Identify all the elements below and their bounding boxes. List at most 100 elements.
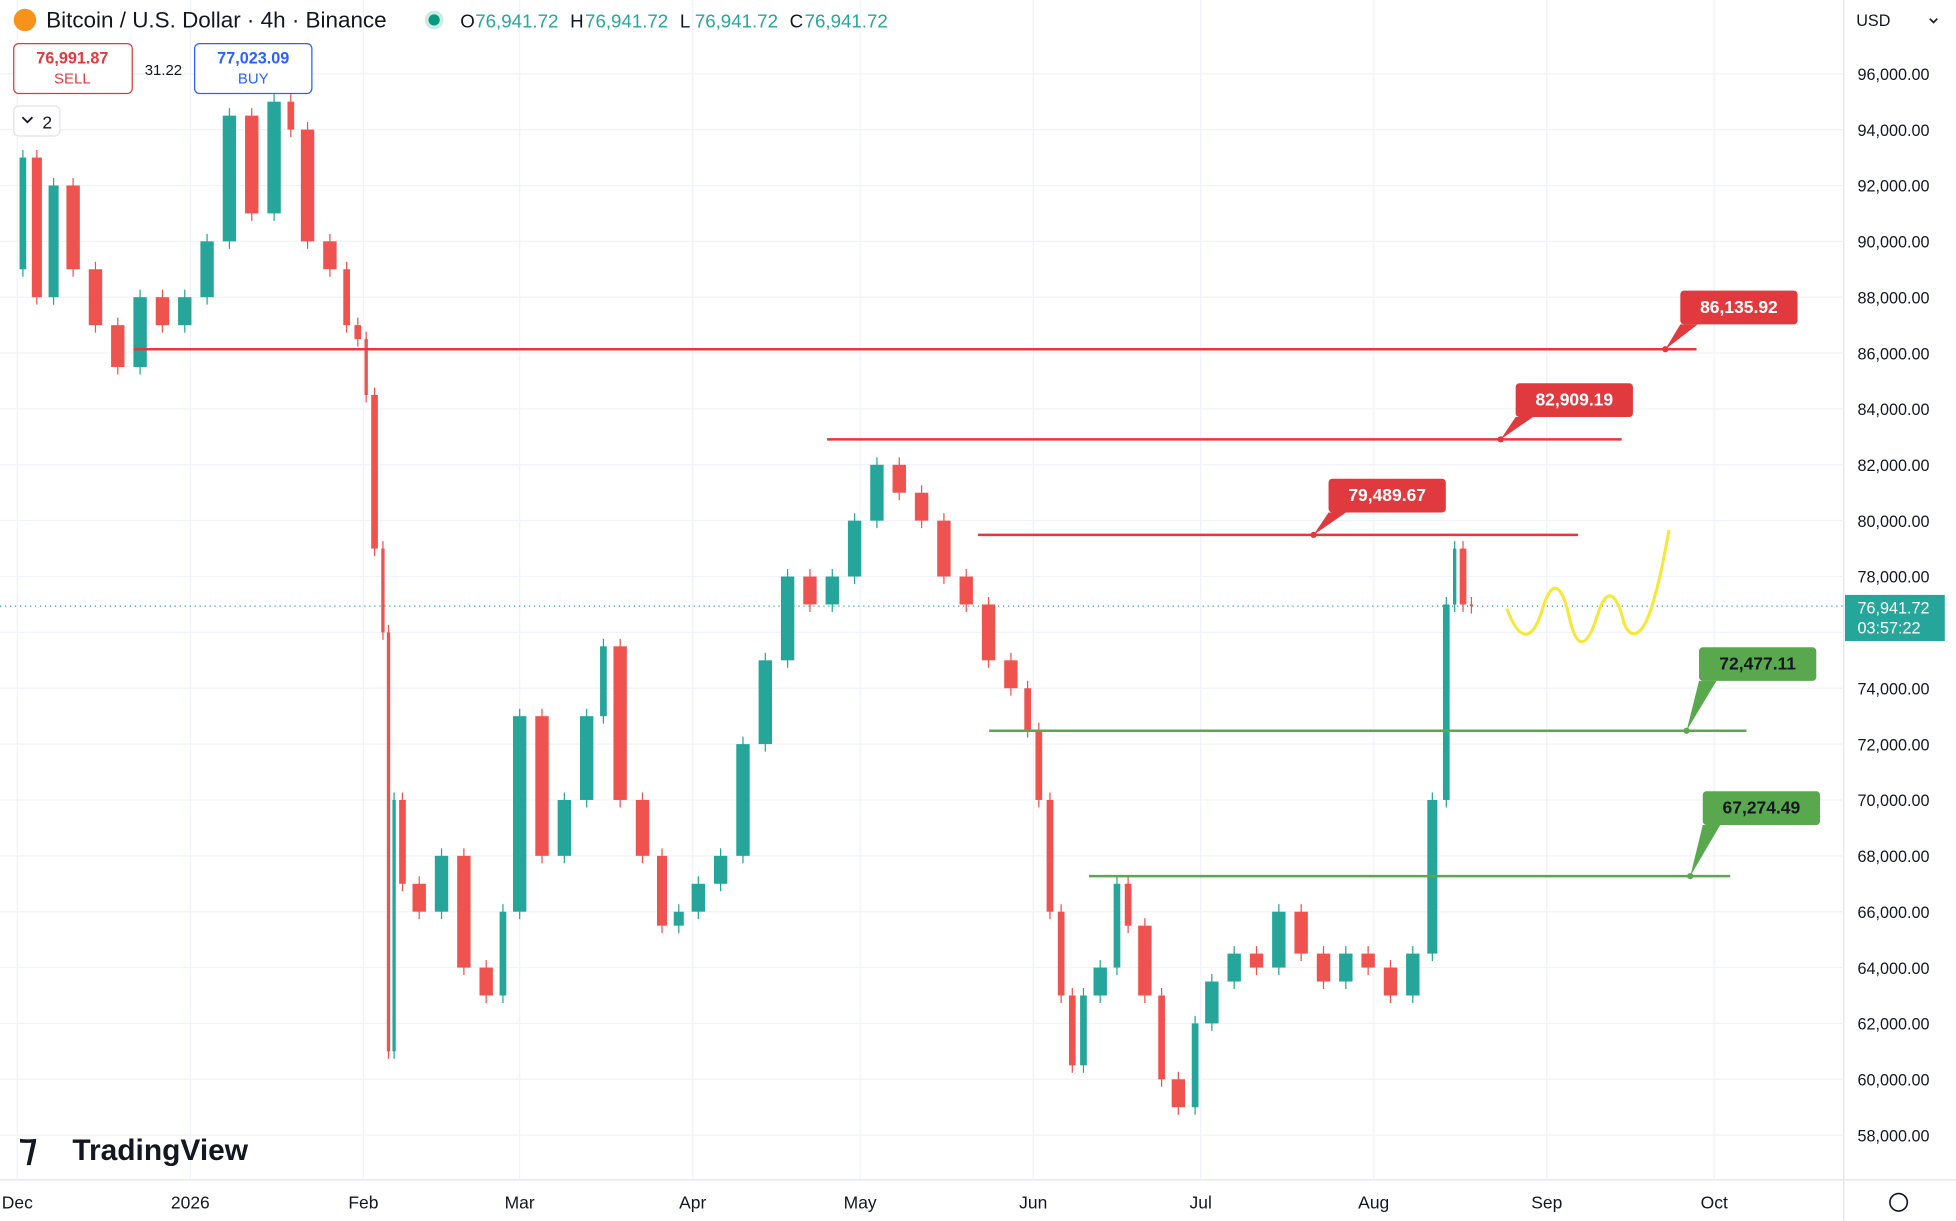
x-tick-label: Oct — [1701, 1193, 1728, 1213]
ohlc-value: 76,941.72 — [805, 10, 888, 31]
candle-body — [937, 520, 951, 577]
y-tick-label: 94,000.00 — [1857, 122, 1929, 140]
candle-body — [1035, 730, 1043, 800]
candle-body — [88, 269, 103, 326]
level-anchor — [1662, 346, 1669, 353]
candle-body — [267, 101, 281, 214]
sell-button[interactable] — [13, 43, 133, 95]
candle-body — [392, 799, 396, 1052]
candle-body — [155, 297, 170, 326]
level-label: 82,909.19 — [1535, 390, 1613, 410]
buy-button[interactable] — [193, 43, 313, 95]
level-anchor — [1683, 727, 1690, 734]
callout-pointer — [1500, 416, 1534, 440]
y-tick-label: 84,000.00 — [1857, 401, 1929, 419]
btc-icon — [13, 8, 37, 32]
level-anchor — [1497, 436, 1504, 443]
candle-body — [1113, 883, 1121, 968]
y-tick-label: 86,000.00 — [1857, 345, 1929, 363]
ohlc-key: H — [570, 10, 584, 31]
y-tick-label: 72,000.00 — [1857, 736, 1929, 754]
symbol: Bitcoin / U.S. Dollar · 4h · Binance — [46, 7, 386, 32]
x-tick-label: 2026 — [171, 1193, 210, 1213]
candle-body — [354, 325, 362, 340]
callout-pointer — [1665, 324, 1698, 350]
market-status — [424, 10, 444, 30]
x-tick-label: Aug — [1358, 1193, 1389, 1213]
candle-body — [457, 855, 471, 968]
candle-body — [557, 799, 572, 856]
ohlc: O 76,941.72 H 76,941.72 L 76,941.72 C 76,941.72 — [460, 10, 887, 31]
candle-body — [300, 129, 315, 242]
candle-body — [1452, 548, 1457, 605]
currency-select[interactable] — [1848, 4, 1949, 38]
projection-scribble — [1505, 529, 1671, 644]
candle-body — [673, 911, 684, 926]
candle-body — [635, 799, 650, 856]
candle-body — [323, 241, 337, 270]
candle-body — [343, 269, 350, 326]
candle-body — [1272, 911, 1286, 968]
callout-pointer — [1690, 824, 1721, 877]
candle-body — [656, 855, 668, 926]
candle-body — [803, 576, 817, 605]
candle-body — [133, 297, 147, 368]
candle-body — [222, 115, 237, 242]
level-label-box — [1702, 791, 1821, 825]
y-tick-label: 70,000.00 — [1857, 792, 1929, 810]
candle-body — [1191, 1023, 1199, 1108]
level-label: 72,477.11 — [1719, 654, 1796, 674]
candle-body — [1004, 660, 1018, 689]
candle-body — [1080, 995, 1087, 1066]
y-tick-label: 78,000.00 — [1857, 569, 1929, 587]
candle-body — [758, 660, 772, 745]
candle-body — [1046, 799, 1054, 912]
candle-body — [1124, 883, 1132, 926]
ohlc-key: O — [460, 10, 475, 31]
candle-body — [1205, 981, 1219, 1024]
candle-body — [1138, 925, 1152, 996]
level-label-box — [1699, 647, 1817, 681]
candle-body — [412, 883, 426, 912]
candle-body — [66, 185, 80, 270]
candle-body — [245, 115, 259, 214]
candle-body — [1171, 1079, 1186, 1108]
level-label-box — [1328, 478, 1446, 513]
candles — [19, 94, 1474, 1115]
x-tick-label: Mar — [505, 1193, 535, 1213]
settings-icon[interactable] — [1889, 1192, 1909, 1212]
candle-body — [1093, 967, 1107, 996]
level-label-box — [1515, 383, 1633, 417]
y-tick-label: 82,000.00 — [1857, 457, 1929, 475]
indicator-toggle[interactable] — [13, 105, 61, 137]
level-anchor — [1310, 531, 1317, 539]
indicator-count: 2 — [42, 112, 52, 132]
candle-body — [713, 855, 728, 884]
candle-body — [1057, 911, 1065, 996]
candle-body — [825, 576, 839, 605]
candle-body — [434, 855, 449, 912]
ohlc-value: 76,941.72 — [695, 10, 778, 31]
candle-body — [1459, 548, 1467, 605]
candle-body — [48, 185, 59, 298]
callout-pointer — [1313, 512, 1346, 535]
candle-body — [1339, 953, 1353, 982]
levels: 86,135.92 82,909.19 79,489.67 72,477.11 67,2… — [133, 290, 1821, 880]
chevron — [1929, 18, 1938, 24]
candle-body — [287, 101, 295, 130]
level-label: 86,135.92 — [1700, 297, 1778, 317]
logo-mark: ⁊ — [19, 1126, 38, 1168]
candle-body — [499, 911, 507, 996]
candle-body — [399, 799, 406, 884]
spread: 31.22 — [145, 62, 182, 79]
candle-body — [111, 325, 125, 368]
candle-body — [1068, 995, 1076, 1066]
currency: USD — [1856, 12, 1890, 30]
level-label: 67,274.49 — [1723, 798, 1801, 818]
candle-body — [1158, 995, 1165, 1080]
candle-body — [371, 394, 378, 549]
ohlc-key: L — [680, 10, 690, 31]
